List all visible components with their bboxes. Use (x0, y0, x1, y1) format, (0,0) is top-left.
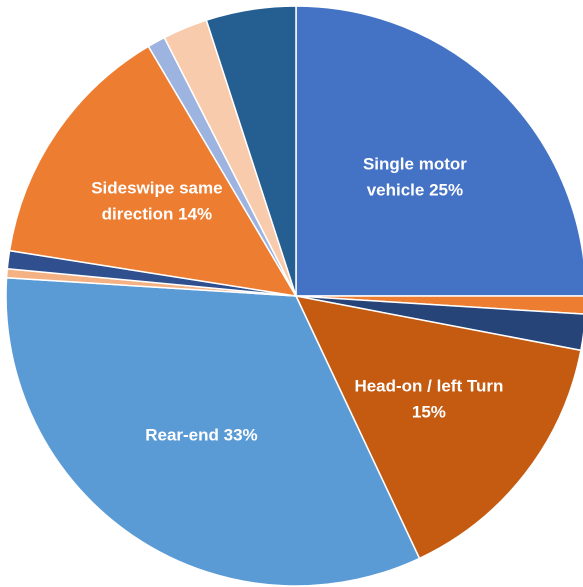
pie-slice (205, 5, 297, 297)
slice-label: Head-on / left Turn 15% (349, 374, 509, 425)
slice-label: Rear-end 33% (121, 422, 281, 448)
category-label: Head-on / left Turn (354, 376, 504, 396)
pie-slice (5, 276, 421, 587)
category-label: Rear-end (145, 425, 219, 445)
pie-slice (8, 45, 298, 297)
category-label: Sideswipe same direction (91, 178, 223, 224)
pie-slice (294, 294, 582, 560)
value-label: 33% (223, 425, 258, 445)
value-label: 14% (178, 204, 213, 224)
pie-slice (295, 5, 583, 297)
slice-label: Sideswipe same direction 14% (77, 176, 237, 227)
slice-label: Single motor vehicle 25% (335, 152, 495, 203)
value-label: 15% (411, 402, 446, 422)
category-label: Single motor vehicle (362, 154, 467, 200)
value-label: 25% (429, 180, 464, 200)
